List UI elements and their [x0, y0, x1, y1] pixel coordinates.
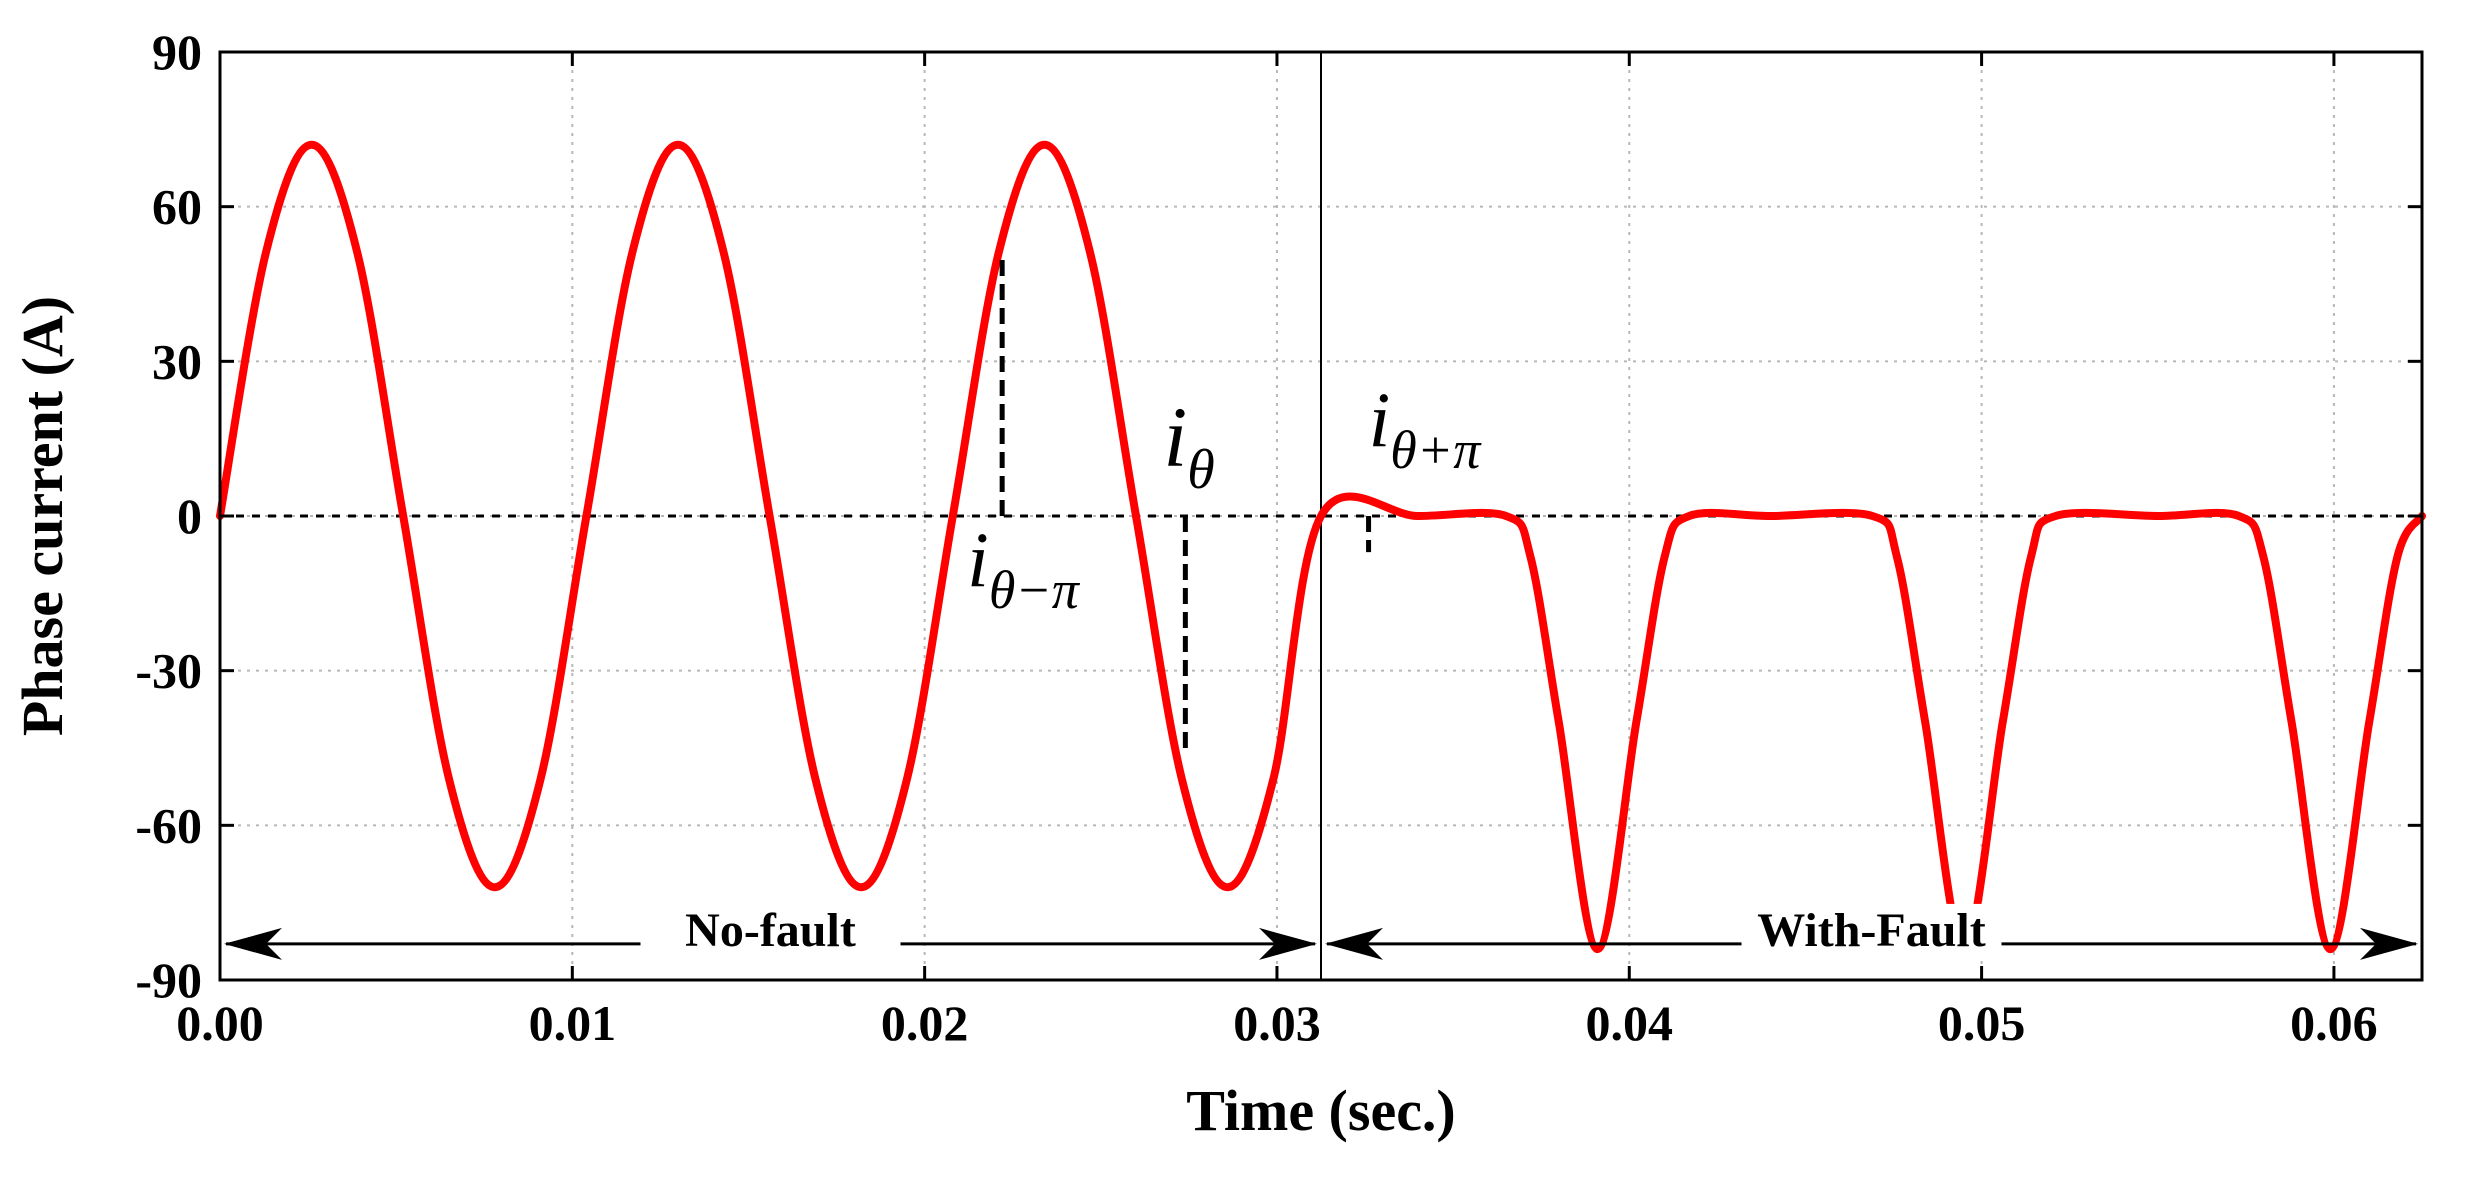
series-layer	[216, 140, 2426, 954]
region-arrow-head-right	[2360, 927, 2418, 960]
region-arrow-head-right	[1259, 927, 1317, 960]
region-label-background	[1741, 903, 2002, 958]
phase-current-series-line	[216, 140, 2426, 954]
region-label-background	[640, 903, 901, 958]
y-tick-label: -60	[135, 797, 202, 853]
marker-label: iθ−π	[967, 516, 1081, 620]
marker-label: iθ+π	[1369, 376, 1483, 480]
region-arrow-head-left	[224, 927, 282, 960]
y-tick-label: 30	[152, 333, 202, 389]
marker-layer: iθ−π iθ iθ+π	[967, 258, 1482, 748]
x-tick-label: 0.04	[1586, 995, 1674, 1051]
x-tick-label: 0.05	[1938, 995, 2026, 1051]
x-axis-label: Time (sec.)	[1186, 1078, 1456, 1143]
tick-layer: 0.00 0.01 0.02 0.03 0.04 0.05 0.06 90 60 30 0 -30 -6…	[135, 24, 2422, 1051]
x-tick-label: 0.06	[2290, 995, 2378, 1051]
region-arrow-head-left	[1325, 927, 1383, 960]
region-label: No-fault	[685, 904, 856, 957]
y-tick-label: 60	[152, 179, 202, 235]
label-layer: No-fault With-Fault	[224, 903, 2418, 960]
x-tick-label: 0.02	[881, 995, 969, 1051]
y-axis-label: Phase current (A)	[10, 296, 75, 736]
y-tick-label: -90	[135, 952, 202, 1008]
region-label: With-Fault	[1757, 904, 1985, 957]
x-tick-label: 0.03	[1233, 995, 1321, 1051]
y-tick-label: 0	[177, 488, 202, 544]
y-tick-label: -30	[135, 643, 202, 699]
marker-label: iθ	[1163, 389, 1214, 501]
x-tick-label: 0.01	[529, 995, 617, 1051]
x-tick-label: 0.00	[176, 995, 264, 1051]
y-tick-label: 90	[152, 24, 202, 80]
